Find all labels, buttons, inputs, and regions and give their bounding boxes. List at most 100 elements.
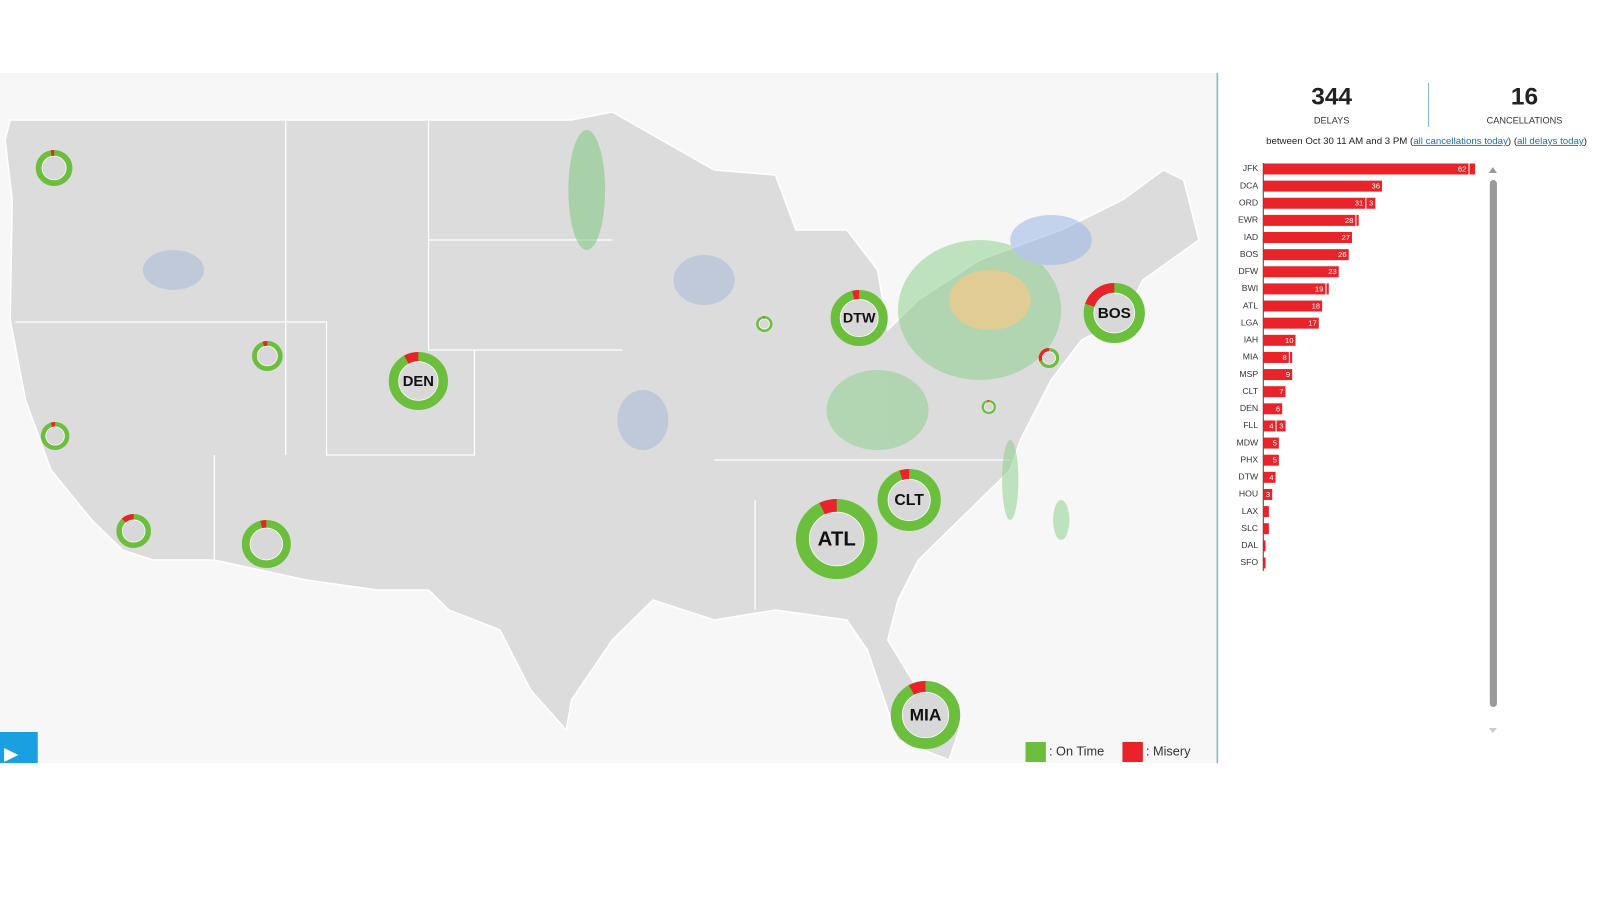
delay-bar [1263, 540, 1266, 552]
delay-bar [1263, 249, 1349, 261]
delay-bar [1263, 317, 1319, 329]
misery-arc [1038, 348, 1050, 362]
airport-code: IAD [1244, 232, 1258, 242]
cancellations-link[interactable]: all cancellations today [1413, 136, 1508, 147]
bar-value: 27 [1342, 233, 1351, 242]
bar-value: 8 [1283, 353, 1287, 362]
delays-count: 344 [1311, 84, 1352, 111]
airport-label: CLT [894, 492, 924, 509]
donut-center [40, 155, 68, 181]
bar-value: 3 [1279, 422, 1283, 431]
donut-ring [756, 315, 773, 332]
delay-bar [1263, 403, 1283, 415]
bar-value: 19 [1315, 284, 1324, 293]
note-text: between Oct 30 11 AM and 3 PM ( [1266, 136, 1414, 147]
airport-code: PHX [1240, 455, 1258, 465]
airport-code: EWR [1238, 215, 1258, 225]
donut-ring [877, 468, 941, 531]
bar-value: 3 [1369, 199, 1373, 208]
scroll-down[interactable] [1488, 728, 1497, 733]
legend-label: : On Time [1049, 744, 1104, 758]
bar-value: 5 [1273, 456, 1277, 465]
delays-link[interactable]: all delays today [1517, 136, 1584, 147]
bar-value: 17 [1308, 319, 1317, 328]
delay-bar [1263, 232, 1353, 244]
airport-code: DAL [1241, 540, 1258, 550]
airport-donuts: DEN DTW BOS CLT ATL MIA [35, 150, 1145, 750]
airport-code: DCA [1240, 180, 1259, 190]
bar-value: 3 [1266, 490, 1270, 499]
bar-value: 62 [1458, 165, 1467, 174]
airport-code: JFK [1243, 163, 1259, 173]
cancellation-bar [1366, 197, 1376, 209]
misery-arc [908, 681, 926, 695]
airport-label: MIA [910, 705, 942, 725]
delay-bar [1263, 523, 1269, 535]
airport-code: SLC [1241, 523, 1258, 533]
donut-center [1041, 350, 1057, 366]
delay-bar [1263, 283, 1326, 295]
delay-bar [1263, 180, 1382, 192]
airport-code: LAX [1242, 506, 1259, 516]
misery-arc [852, 290, 860, 300]
bar-value: 4 [1269, 473, 1273, 482]
delay-bar [1263, 163, 1469, 175]
cancellation-bar [1276, 420, 1286, 432]
state-lines [15, 120, 1011, 610]
note-text: ) ( [1508, 136, 1518, 147]
airport-code: SFO [1240, 557, 1258, 567]
donut-center [983, 401, 995, 413]
legend-swatch [1025, 742, 1046, 762]
airport-code: MDW [1237, 437, 1260, 447]
airport-code: DEN [1240, 403, 1258, 413]
scrollbar-thumb[interactable] [1489, 180, 1497, 707]
map-legend: : On Time : Misery [1025, 742, 1191, 762]
tab-arrow [4, 748, 19, 762]
bar-value: 7 [1279, 387, 1283, 396]
misery-arc [404, 352, 419, 364]
airport-code: ATL [1243, 300, 1258, 310]
cancellation-bar [1326, 283, 1329, 295]
bar-value: 10 [1285, 336, 1294, 345]
misery-arc [262, 341, 268, 347]
delay-bar [1263, 437, 1279, 449]
airport-code: BWI [1242, 283, 1258, 293]
bar-value: 18 [1312, 302, 1321, 311]
cancellation-bar [1469, 163, 1476, 175]
airport-code: DFW [1238, 266, 1259, 276]
legend-label: : Misery [1146, 744, 1191, 758]
airport-code: CLT [1242, 386, 1258, 396]
airport-label: BOS [1098, 305, 1131, 322]
airport-code: IAH [1244, 335, 1258, 345]
delay-bar [1263, 506, 1269, 518]
bar-value: 26 [1338, 250, 1347, 259]
donut-center [121, 518, 147, 544]
delay-bar [1263, 266, 1339, 278]
delay-bar [1263, 369, 1293, 381]
donut-center [44, 425, 66, 447]
airport-code: ORD [1239, 198, 1258, 208]
cancellations-label: CANCELLATIONS [1487, 115, 1563, 125]
donut-center [757, 317, 771, 331]
misery-arc [260, 520, 267, 529]
misery-arc [50, 422, 56, 427]
note-text: ) [1584, 136, 1587, 147]
delay-bar [1263, 420, 1276, 432]
misery-arc [121, 514, 134, 523]
time-range-note: between Oct 30 11 AM and 3 PM (all cance… [1266, 136, 1587, 147]
scroll-up[interactable] [1488, 167, 1497, 173]
airport-code: HOU [1239, 489, 1258, 499]
cancellations-count: 16 [1511, 84, 1538, 111]
radar [142, 130, 1092, 540]
cancellation-bar [1356, 214, 1359, 226]
airport-code: LGA [1241, 317, 1259, 327]
delay-bar [1263, 197, 1366, 209]
delay-bar [1263, 488, 1273, 500]
bar-value: 5 [1273, 439, 1277, 448]
delay-bar [1263, 557, 1266, 569]
delay-bar [1263, 214, 1356, 226]
delay-bar [1263, 471, 1276, 483]
delays-label: DELAYS [1314, 115, 1350, 125]
